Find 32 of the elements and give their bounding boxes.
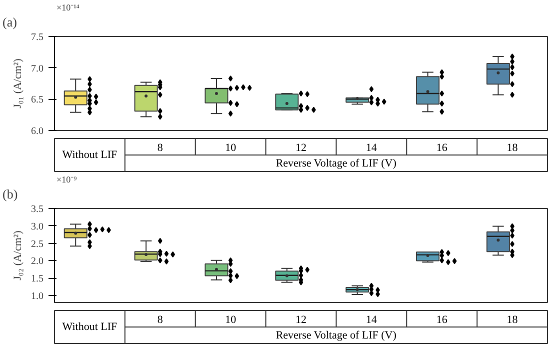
text: ×10⁻⁹ bbox=[56, 174, 77, 184]
x-tick-label: 16 bbox=[436, 314, 448, 326]
y-tick-label: 2.0 bbox=[31, 256, 44, 268]
y-tick-label: 6.5 bbox=[31, 94, 44, 106]
text: (b) bbox=[2, 186, 18, 202]
y-tick-label: 7.5 bbox=[31, 32, 44, 43]
y-axis-title: J₀₂ (A/cm²) bbox=[12, 230, 24, 280]
x-tick-label: 14 bbox=[366, 142, 378, 154]
y-tick-label: 2.5 bbox=[31, 238, 44, 250]
y-tick-label: 1.5 bbox=[31, 274, 44, 285]
y-tick-label: 7.0 bbox=[31, 63, 44, 74]
y-axis-title: J₀₁ (A/cm²) bbox=[12, 58, 24, 108]
x-axis-title: Reverse Voltage of LIF (V) bbox=[276, 157, 397, 170]
x-tick-label: 12 bbox=[296, 142, 306, 154]
y-tick-label: 3.0 bbox=[31, 221, 44, 232]
text: (a) bbox=[2, 14, 17, 30]
x-tick-label: Without LIF bbox=[62, 149, 118, 161]
y-tick-label: 3.5 bbox=[31, 204, 44, 215]
x-tick-label: 16 bbox=[436, 142, 448, 154]
x-tick-label: 18 bbox=[506, 314, 518, 326]
x-tick-label: 8 bbox=[157, 142, 164, 154]
text: ×10⁻¹⁴ bbox=[56, 2, 80, 12]
x-tick-label: 10 bbox=[225, 142, 237, 154]
y-tick-label: 6.0 bbox=[31, 126, 44, 137]
x-tick-label: Without LIF bbox=[62, 321, 118, 333]
x-axis-title: Reverse Voltage of LIF (V) bbox=[276, 329, 397, 342]
x-tick-label: 12 bbox=[296, 314, 306, 326]
y-tick-label: 1.0 bbox=[31, 291, 44, 302]
x-tick-label: 8 bbox=[157, 314, 164, 326]
x-tick-label: 10 bbox=[225, 314, 237, 326]
x-tick-label: 14 bbox=[366, 314, 378, 326]
x-tick-label: 18 bbox=[506, 142, 518, 154]
